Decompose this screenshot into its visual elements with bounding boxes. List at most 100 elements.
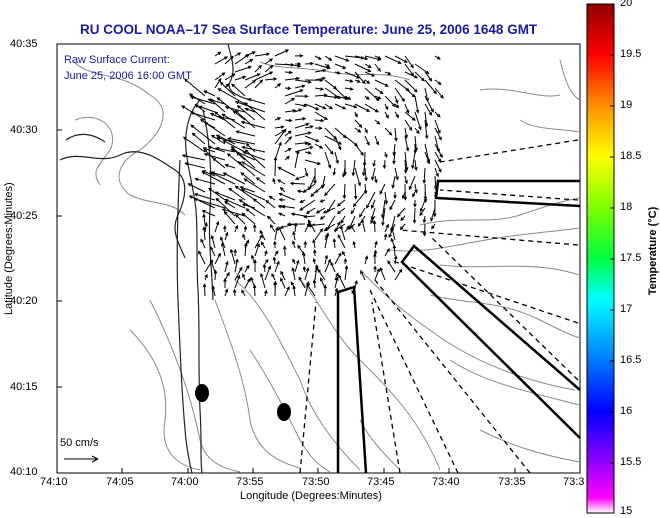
current-vector: [223, 140, 246, 153]
current-vector: [391, 227, 396, 241]
current-vector-head: [306, 283, 310, 288]
current-vector-head: [306, 280, 310, 286]
x-tick: 74:10: [40, 476, 68, 488]
current-vector: [374, 79, 389, 87]
current-vector: [274, 83, 281, 89]
current-vector: [393, 245, 396, 257]
current-vector-head: [339, 225, 344, 230]
current-vector-head: [255, 177, 260, 181]
current-vector: [244, 73, 260, 81]
current-vector-head: [259, 229, 263, 234]
current-vector-head: [266, 215, 271, 220]
current-vector: [241, 161, 266, 177]
current-vector: [334, 222, 341, 233]
current-vector: [392, 175, 396, 188]
current-vector: [333, 167, 336, 175]
x-tick: 73:40: [432, 476, 460, 488]
current-vector: [278, 226, 286, 241]
current-vector: [384, 95, 396, 107]
current-vector-head: [405, 147, 410, 152]
current-vector: [337, 199, 346, 207]
current-vector-head: [403, 169, 408, 174]
current-vector-head: [422, 232, 427, 237]
current-vector-head: [349, 87, 354, 91]
current-vector-head: [310, 61, 315, 66]
current-vector-head: [250, 276, 254, 281]
current-vector-head: [223, 210, 228, 215]
current-vector: [389, 199, 396, 210]
current-vector-head: [359, 213, 363, 218]
current-vector-head: [215, 197, 220, 202]
current-vector: [235, 110, 256, 129]
current-vector: [314, 103, 326, 110]
current-vector: [281, 205, 296, 209]
current-vector-head: [408, 186, 413, 191]
current-vector-head: [401, 98, 405, 102]
current-vector-head: [299, 53, 304, 58]
current-vector: [352, 159, 356, 176]
current-vector-head: [198, 250, 202, 255]
current-vector-head: [324, 116, 329, 120]
current-vector-head: [280, 270, 284, 275]
current-vector: [218, 88, 246, 105]
current-vector-head: [400, 217, 404, 222]
current-vector-head: [240, 120, 245, 125]
current-vector-head: [371, 73, 376, 77]
current-vector-head: [361, 172, 366, 177]
current-vector: [304, 268, 309, 281]
current-vector-head: [307, 131, 312, 135]
current-vector: [284, 130, 292, 137]
current-vector: [298, 277, 306, 289]
current-vector: [397, 207, 406, 217]
current-vector: [214, 72, 225, 81]
current-vector: [334, 273, 339, 281]
current-vector-head: [221, 208, 226, 212]
current-vector: [337, 234, 346, 249]
current-vector-head: [336, 210, 341, 215]
current-vector: [434, 167, 439, 177]
current-vector-head: [247, 65, 252, 70]
current-vector: [379, 183, 386, 195]
current-vector: [294, 103, 307, 107]
current-vector-head: [332, 171, 337, 176]
current-vector-head: [307, 151, 312, 155]
current-vector: [304, 215, 316, 218]
current-vector-head: [282, 128, 287, 133]
current-vector: [254, 234, 263, 249]
current-vector: [340, 226, 346, 241]
current-vector: [430, 207, 436, 221]
current-vector-head: [301, 251, 306, 256]
current-vector-head: [367, 68, 372, 72]
current-vector-head: [242, 75, 247, 80]
current-vector-head: [303, 103, 308, 108]
current-vector-head: [389, 206, 393, 211]
current-vector: [314, 69, 326, 73]
current-vector-head: [245, 54, 250, 58]
current-vector-head: [315, 106, 320, 111]
current-vector: [344, 266, 348, 281]
current-vector-head: [428, 111, 432, 116]
current-vector: [259, 230, 266, 241]
dashed-lines: [299, 139, 579, 474]
current-vector: [224, 272, 230, 281]
current-vector-head: [183, 78, 188, 83]
current-vector: [185, 162, 206, 169]
current-vector: [314, 265, 318, 281]
colorbar-tick: 17: [620, 303, 633, 315]
current-vector-head: [260, 272, 264, 278]
current-vector-head: [307, 80, 312, 84]
current-vector-head: [269, 64, 274, 69]
current-vector-head: [235, 213, 239, 218]
current-vector: [304, 135, 319, 142]
current-vector-head: [292, 109, 297, 113]
current-vector: [413, 207, 416, 223]
current-vector-head: [374, 240, 378, 245]
current-vector-head: [277, 179, 281, 183]
current-vector: [241, 189, 266, 201]
current-vector-head: [423, 196, 428, 201]
current-vector-head: [438, 168, 442, 173]
current-vector: [214, 253, 221, 265]
current-vector-head: [364, 129, 368, 134]
current-vector-head: [354, 279, 358, 285]
current-vector-head: [438, 136, 442, 141]
